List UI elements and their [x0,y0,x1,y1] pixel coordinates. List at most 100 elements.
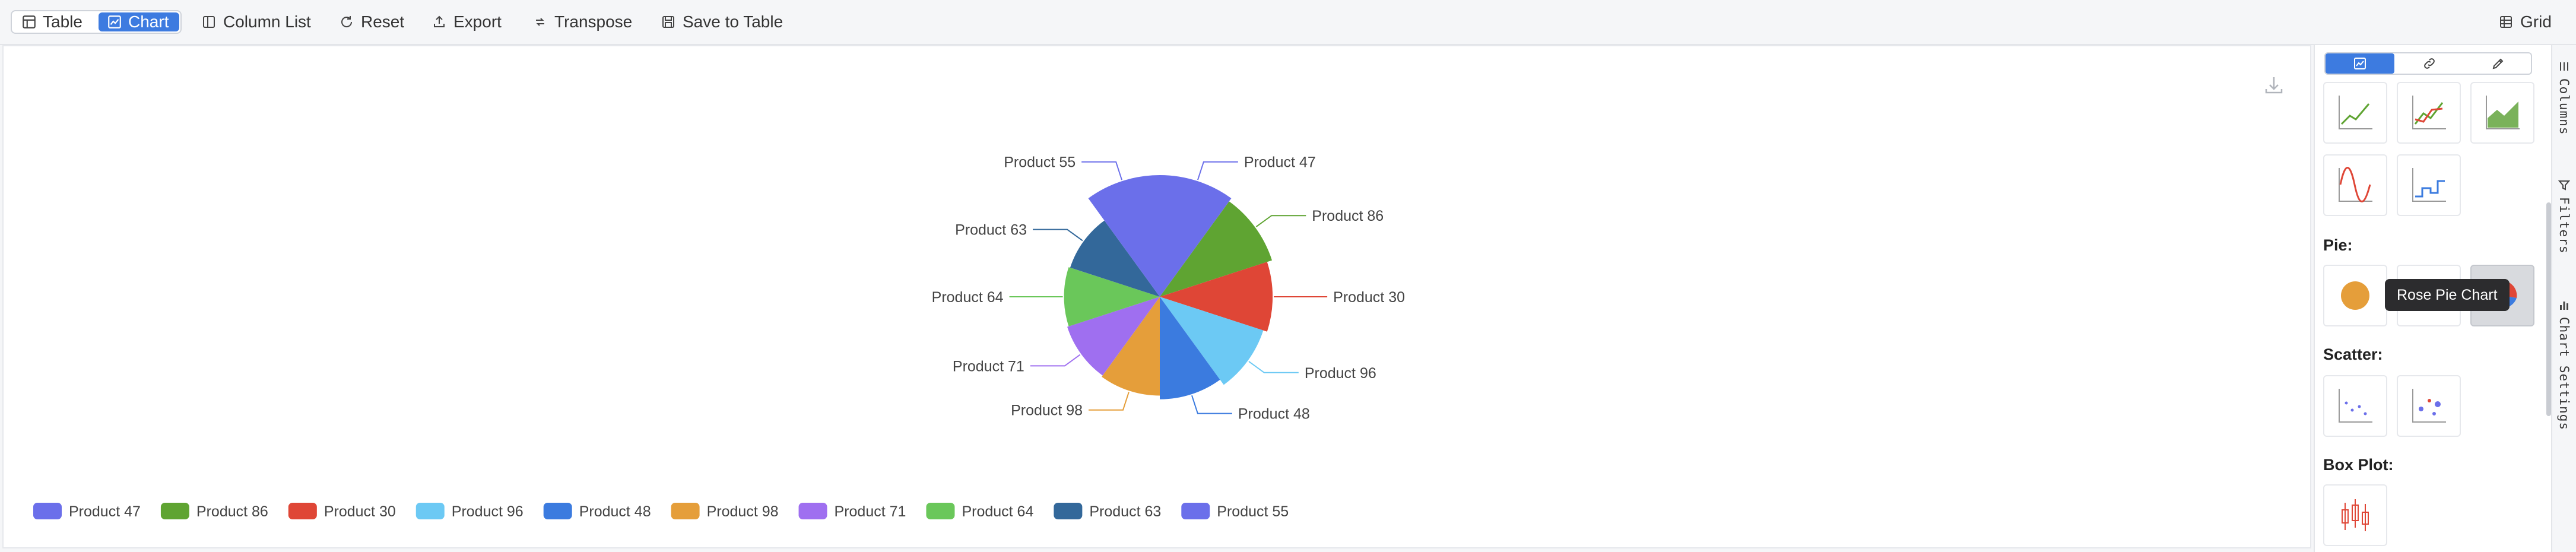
reset-icon [341,16,353,27]
reset-label: Reset [361,12,405,31]
pie-slice[interactable] [1088,175,1160,297]
pie-slice[interactable] [1160,175,1232,297]
edit-mode-button[interactable] [2464,53,2533,74]
view-toggle: Table Chart [11,10,182,34]
slice-leader-line [1081,161,1122,180]
sidebar-mode-toggle [2324,52,2532,75]
legend-item[interactable]: Product 30 [288,503,396,520]
line-chart-option[interactable] [2323,82,2387,144]
spline-chart-option[interactable] [2323,154,2387,216]
legend-swatch [1181,503,1210,519]
slice-leader-line [1033,229,1083,242]
legend-label: Product 98 [707,503,779,520]
pie-slice[interactable] [1160,262,1273,332]
area-chart-option[interactable] [2470,82,2534,144]
pie-chart-option[interactable] [2323,265,2387,326]
slice-leader-line [1089,391,1130,411]
filters-tab[interactable]: Filters [2552,179,2576,254]
pie-slice[interactable] [1160,297,1264,385]
sidebar-scrollbar[interactable] [2546,202,2551,416]
area-chart-icon [2486,96,2520,129]
table-view-label: Table [43,12,83,31]
step-line-chart-option[interactable] [2397,154,2461,216]
scatter-chart-option[interactable] [2323,375,2387,437]
columns-tab[interactable]: Columns [2552,61,2576,135]
chart-mode-button[interactable] [2326,53,2394,74]
pie-slice[interactable] [1070,220,1160,297]
scatter-section-label: Scatter: [2323,345,2383,363]
slice-label: Product 71 [953,358,1024,375]
legend-item[interactable]: Product 96 [415,503,524,520]
legend-swatch [926,503,955,519]
pie-slice[interactable] [1160,201,1273,297]
reset-button[interactable]: Reset [340,10,404,34]
chart-settings-tab[interactable]: Chart Settings [2552,299,2576,430]
download-icon[interactable] [2265,77,2283,94]
chart-type-sidebar: Pie: Rose Pie Chart Scatter: Box Plot: [2314,45,2551,552]
export-button[interactable]: Export [432,10,502,34]
pie-chart-icon [2341,281,2369,310]
scatter-chart-icon [2339,389,2372,423]
transpose-label: Transpose [554,12,633,31]
slice-label: Product 98 [1011,402,1083,419]
pie-slice[interactable] [1102,297,1160,396]
link-mode-button[interactable] [2395,53,2464,74]
slice-label: Product 96 [1305,365,1376,382]
multi-line-chart-option[interactable] [2397,82,2461,144]
legend-swatch [671,503,700,519]
legend-item[interactable]: Product 98 [671,503,779,520]
slice-label: Product 30 [1333,289,1405,306]
bubble-chart-option[interactable] [2397,375,2461,437]
box-plot-section-label: Box Plot: [2323,456,2394,474]
table-icon [23,15,36,28]
filter-icon [2558,180,2570,191]
legend-label: Product 64 [962,503,1033,520]
grid-button[interactable]: Grid [2499,10,2552,34]
slice-leader-line [1197,161,1238,180]
column-list-button[interactable]: Column List [202,10,311,34]
transpose-button[interactable]: Transpose [533,10,632,34]
filters-tab-label: Filters [2557,197,2571,254]
save-icon [662,16,674,28]
table-view-button[interactable]: Table [13,12,96,31]
chart-view-label: Chart [128,12,169,31]
chart-view-button[interactable]: Chart [99,12,179,31]
save-to-table-button[interactable]: Save to Table [661,10,783,34]
pie-section-label: Pie: [2323,236,2353,254]
legend-item[interactable]: Product 86 [160,503,268,520]
legend-label: Product 96 [452,503,524,520]
grid-label: Grid [2520,12,2552,31]
box-plot-icon [2342,499,2369,531]
legend-label: Product 47 [69,503,141,520]
spline-chart-icon [2339,167,2372,202]
legend-item[interactable]: Product 71 [798,503,906,520]
column-list-icon [203,16,215,28]
legend-swatch [543,503,572,519]
slice-label: Product 48 [1238,406,1310,423]
pie-slice[interactable] [1160,297,1220,399]
slice-leader-line [1255,215,1306,227]
slice-label: Product 47 [1244,154,1316,171]
legend-swatch [798,503,827,519]
chart-icon [108,15,121,28]
legend-item[interactable]: Product 63 [1054,503,1161,520]
pie-slice[interactable] [1064,267,1160,326]
legend-item[interactable]: Product 47 [33,503,141,520]
legend-swatch [160,503,189,519]
tool-panel: Columns Filters Chart Settings [2551,45,2576,552]
legend-item[interactable]: Product 55 [1181,503,1289,520]
slice-leader-line [1030,354,1081,367]
legend-swatch [1054,503,1083,519]
slice-label: Product 55 [1004,154,1076,171]
multi-line-chart-icon [2412,96,2446,129]
bar-chart-icon [2560,302,2568,310]
slice-label: Product 64 [932,289,1004,306]
legend-item[interactable]: Product 48 [543,503,651,520]
slice-leader-line [1248,361,1299,373]
columns-icon [2560,62,2568,71]
legend-item[interactable]: Product 64 [926,503,1033,520]
legend-swatch [415,503,445,519]
box-plot-chart-option[interactable] [2323,484,2387,546]
columns-tab-label: Columns [2557,78,2571,135]
pie-slice[interactable] [1067,297,1160,376]
